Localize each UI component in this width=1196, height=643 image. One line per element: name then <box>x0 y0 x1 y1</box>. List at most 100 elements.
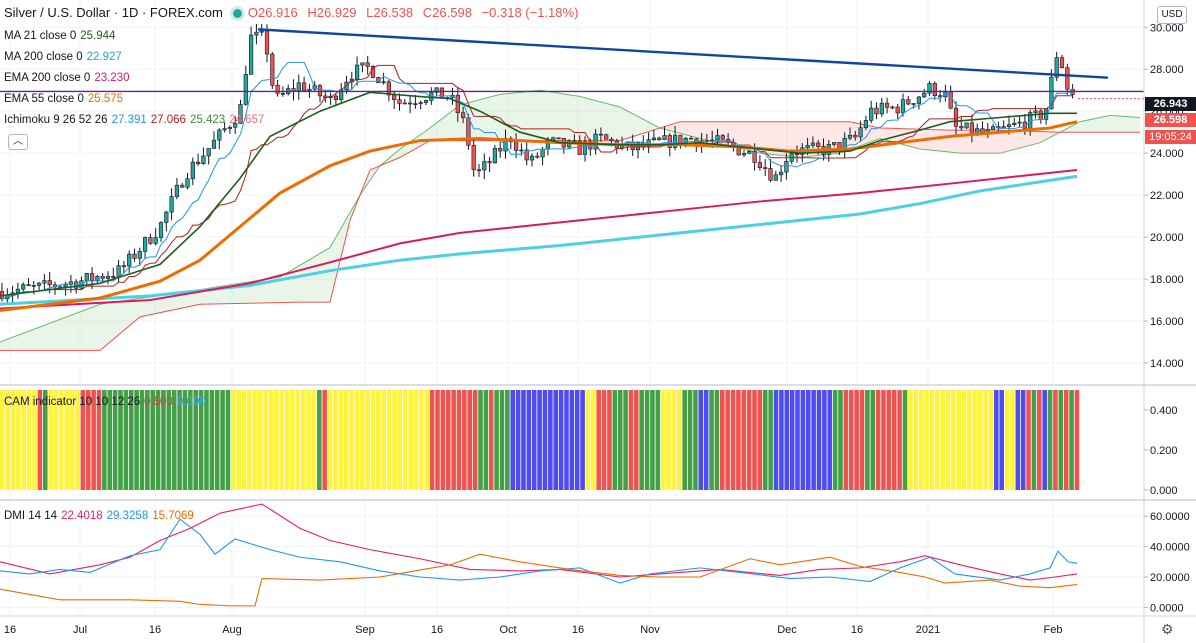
cloud-segment <box>234 283 237 304</box>
cam-bar <box>612 390 618 490</box>
currency-button[interactable]: USD <box>1157 6 1187 24</box>
cloud-segment <box>129 299 132 327</box>
candle-body <box>757 162 762 168</box>
candle-body <box>498 148 503 152</box>
candle-body <box>15 288 21 294</box>
cloud-segment <box>555 92 558 141</box>
candle-body <box>21 284 26 290</box>
legend-ema200[interactable]: EMA 200 close 0 23.230 <box>4 71 130 85</box>
cloud-segment <box>489 96 492 141</box>
cam-bar <box>972 390 978 490</box>
cloud-segment <box>66 315 69 351</box>
cloud-segment <box>27 330 30 351</box>
cam-bar <box>886 390 892 490</box>
cam-bar <box>360 390 365 490</box>
legend-ma200[interactable]: MA 200 close 0 22.927 <box>4 50 122 64</box>
cloud-segment <box>993 130 996 154</box>
cloud-segment <box>156 295 159 314</box>
cloud-segment <box>96 304 99 351</box>
legend-ema55[interactable]: EMA 55 close 0 25.575 <box>4 92 123 106</box>
cam-bar <box>607 390 612 490</box>
cloud-segment <box>273 277 276 303</box>
candle-body <box>953 107 959 127</box>
x-tick-label: Nov <box>640 624 660 636</box>
cam-bar <box>773 390 779 490</box>
cloud-segment <box>594 100 597 141</box>
cam-bar <box>268 390 274 490</box>
cloud-segment <box>0 340 3 351</box>
candle-body <box>381 81 386 84</box>
cloud-segment <box>210 287 213 305</box>
x-tick-label: 2021 <box>916 624 940 636</box>
cloud-segment <box>780 121 783 156</box>
cam-bar <box>548 390 553 490</box>
cloud-segment <box>195 289 198 306</box>
ma21-line <box>0 91 1077 297</box>
cloud-segment <box>666 125 669 131</box>
cam-bar <box>59 390 64 490</box>
cam-bar <box>521 390 526 490</box>
legend-ichimoku[interactable]: Ichimoku 9 26 52 26 27.391 27.066 25.423 24.… <box>4 113 264 127</box>
gear-icon[interactable]: ⚙ <box>1161 621 1174 637</box>
candle-body <box>763 167 768 169</box>
cam-bar <box>655 390 661 490</box>
cloud-segment <box>345 216 348 241</box>
cloud-segment <box>216 286 219 304</box>
cloud-segment <box>1002 130 1005 153</box>
collapse-legend-button[interactable]: ︿ <box>8 134 28 150</box>
y-tick-label: 28.000 <box>1150 64 1184 76</box>
cam-bar <box>924 390 929 490</box>
cam-bar <box>687 390 693 490</box>
cloud-segment <box>537 90 540 141</box>
candle-body <box>164 211 169 223</box>
cloud-segment <box>399 147 402 158</box>
cloud-segment <box>531 90 534 141</box>
cam-bar <box>859 390 865 490</box>
cam-bar <box>601 390 607 490</box>
candle-body <box>392 94 397 100</box>
cam-bar <box>677 390 682 490</box>
candle-body <box>667 135 672 148</box>
cam-bar <box>951 390 956 490</box>
cloud-segment <box>93 305 96 351</box>
cloud-segment <box>867 125 870 144</box>
cloud-segment <box>183 291 186 308</box>
candle-body <box>148 237 153 244</box>
cloud-segment <box>702 121 705 140</box>
cam-bar <box>574 390 580 490</box>
cloud-segment <box>675 122 678 133</box>
cloud-segment <box>441 117 444 141</box>
cloud-segment <box>1023 130 1026 148</box>
legend-cam[interactable]: CAM indicator 10 10 12 26 0.500 0.000 <box>4 395 206 409</box>
candle-body <box>948 91 953 109</box>
candle-body <box>959 126 964 129</box>
cam-bar <box>591 390 596 490</box>
legend-dmi[interactable]: DMI 14 14 22.4018 29.3258 15.7069 <box>4 509 194 523</box>
cloud-segment <box>315 254 318 303</box>
cloud-segment <box>78 311 81 351</box>
cam-bar <box>746 390 752 490</box>
cloud-segment <box>333 237 336 290</box>
cam-bar <box>1020 390 1026 490</box>
candle-body <box>211 139 217 149</box>
cloud-segment <box>150 296 153 315</box>
cam-bar <box>42 390 48 490</box>
cam-bar <box>1047 390 1053 490</box>
legend-ma200-value: 22.927 <box>86 51 122 63</box>
candle-body <box>747 150 752 154</box>
cam-bar <box>698 390 704 490</box>
cloud-segment <box>684 121 687 136</box>
cam-bar <box>741 390 747 490</box>
grid <box>0 0 1144 616</box>
candle-body <box>1017 121 1022 124</box>
cam-bar <box>64 390 70 490</box>
cam-bar <box>257 390 263 490</box>
cloud-segment <box>1125 116 1128 133</box>
cloud-segment <box>1014 130 1017 150</box>
cloud-segment <box>6 338 9 351</box>
cloud-segment <box>60 318 63 351</box>
legend-ma21[interactable]: MA 21 close 0 25.944 <box>4 29 115 43</box>
candle-body <box>143 237 148 252</box>
candle-body <box>190 161 195 180</box>
